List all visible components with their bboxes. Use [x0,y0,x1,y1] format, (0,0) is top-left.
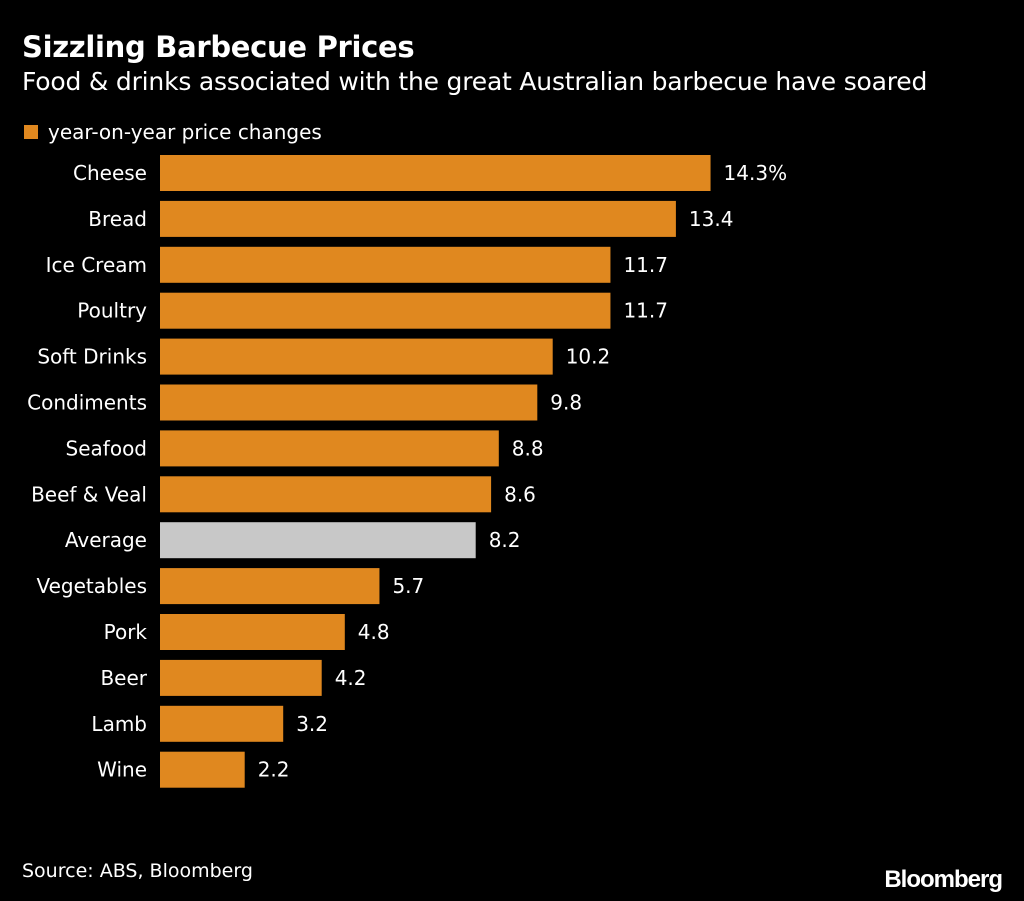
value-label-seafood: 8.8 [512,436,544,460]
category-label-bread: Bread [88,207,147,231]
category-label-seafood: Seafood [66,436,147,460]
bar-seafood [160,430,499,467]
bar-wine [160,751,245,788]
bar-condiments [160,384,538,421]
chart-subtitle: Food & drinks associated with the great … [22,67,928,96]
category-label-soft-drinks: Soft Drinks [37,345,147,369]
category-label-beer: Beer [100,666,147,690]
bar-ice-cream [160,246,611,283]
value-label-cheese: 14.3% [724,161,788,185]
category-label-cheese: Cheese [73,161,147,185]
value-label-condiments: 9.8 [550,391,582,415]
value-label-average: 8.2 [489,528,521,552]
legend: year-on-year price changes [24,120,322,144]
value-label-wine: 2.2 [258,758,290,782]
value-label-lamb: 3.2 [296,712,328,736]
category-label-wine: Wine [97,758,147,782]
bar-soft-drinks [160,338,553,375]
value-label-vegetables: 5.7 [392,574,424,598]
bar-lamb [160,705,284,742]
bar-vegetables [160,568,380,605]
category-label-pork: Pork [104,620,148,644]
value-label-ice-cream: 11.7 [623,253,668,277]
value-label-beef-veal: 8.6 [504,482,536,506]
brand-logo: Bloomberg [884,866,1003,893]
category-label-lamb: Lamb [91,712,147,736]
chart-title: Sizzling Barbecue Prices [22,30,415,64]
legend-swatch [24,125,38,139]
category-label-beef-veal: Beef & Veal [31,482,147,506]
value-label-poultry: 11.7 [623,299,668,323]
source-note: Source: ABS, Bloomberg [22,860,253,882]
bar-beer [160,659,322,696]
bar-poultry [160,292,611,329]
category-label-vegetables: Vegetables [36,574,147,598]
category-label-condiments: Condiments [27,391,147,415]
value-label-pork: 4.8 [358,620,390,644]
bar-beef-veal [160,476,492,513]
value-label-soft-drinks: 10.2 [566,345,611,369]
legend-label: year-on-year price changes [48,120,322,144]
value-label-bread: 13.4 [689,207,734,231]
bar-cheese [160,155,711,191]
category-label-average: Average [65,528,147,552]
bar-bread [160,200,676,237]
bar-pork [160,614,345,650]
category-label-poultry: Poultry [77,299,147,323]
bar-average [160,522,476,559]
category-label-ice-cream: Ice Cream [46,253,147,277]
value-label-beer: 4.2 [335,666,367,690]
